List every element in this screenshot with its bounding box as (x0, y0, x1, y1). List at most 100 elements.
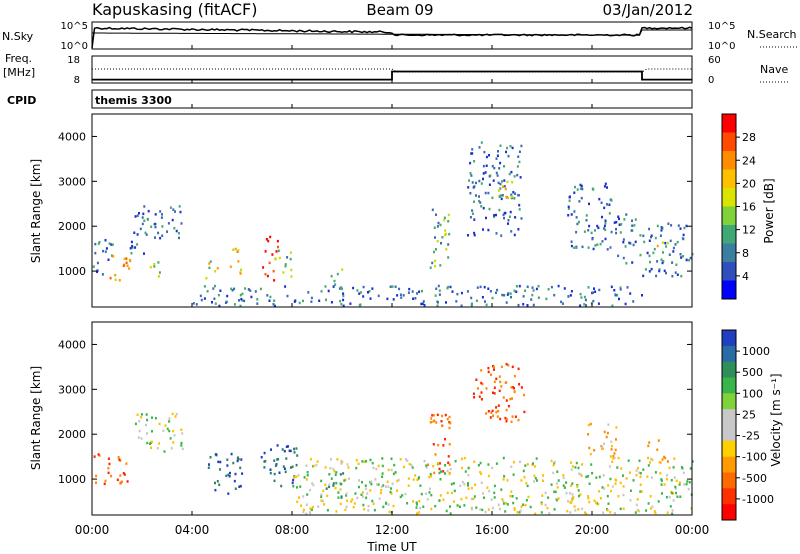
velocity-cell (364, 484, 367, 487)
power-cell (590, 231, 593, 235)
power-cell (480, 141, 483, 144)
power-cell (470, 174, 473, 177)
velocity-cell (614, 482, 617, 485)
power-cell (509, 210, 512, 214)
power-cell (133, 231, 136, 234)
velocity-cell (514, 415, 517, 418)
colorbar-tick-label: -25 (742, 430, 760, 443)
power-cell (468, 179, 471, 182)
power-cell (208, 262, 211, 265)
velocity-cell (444, 437, 446, 441)
velocity-cell (615, 426, 618, 429)
power-cell (488, 207, 491, 211)
velocity-cell (339, 502, 342, 506)
velocity-cell (588, 482, 591, 485)
power-cell (471, 181, 474, 184)
velocity-cell (438, 462, 441, 465)
velocity-cell (121, 480, 123, 483)
power-cell (478, 195, 480, 198)
power-cell (368, 290, 371, 293)
power-cell (506, 146, 509, 150)
power-cell (649, 260, 651, 264)
power-cell (218, 304, 221, 308)
power-cell (516, 165, 519, 168)
velocity-cell (523, 393, 526, 397)
power-cell (122, 264, 125, 267)
velocity-cell (151, 416, 153, 419)
power-cell (579, 187, 582, 190)
colorbar-tick-label: 28 (742, 131, 756, 144)
velocity-cell (437, 443, 440, 447)
power-cell (104, 239, 107, 242)
velocity-cell (481, 508, 484, 512)
power-cell (513, 197, 516, 200)
velocity-cell (296, 454, 299, 457)
velocity-cell (125, 462, 128, 465)
velocity-cell (285, 457, 288, 460)
velocity-cell (276, 444, 279, 447)
power-cell (510, 295, 512, 299)
velocity-cell (518, 383, 521, 386)
power-cell (531, 293, 534, 297)
velocity-cell (95, 481, 97, 484)
velocity-cell (506, 479, 509, 482)
power-cell (435, 248, 437, 251)
power-cell (212, 287, 215, 290)
velocity-cell (149, 442, 151, 445)
power-cell (660, 229, 663, 232)
power-cell (604, 222, 607, 225)
cpid-value: themis 3300 (95, 94, 172, 107)
velocity-cell (486, 486, 489, 489)
power-cell (298, 301, 301, 305)
velocity-cell (283, 449, 286, 453)
power-cell (98, 240, 101, 244)
power-cell (208, 266, 211, 270)
power-cell (483, 150, 486, 154)
power-cell (131, 245, 134, 248)
power-cell (475, 181, 477, 185)
power-cell (266, 294, 269, 297)
power-cell (241, 292, 244, 296)
velocity-cell (554, 490, 557, 494)
velocity-cell (490, 373, 492, 376)
power-cell (273, 299, 276, 302)
power-cell (269, 295, 272, 299)
power-cell (256, 302, 259, 305)
velocity-cell (609, 477, 612, 481)
power-cell (667, 222, 670, 225)
power-cell (470, 304, 473, 307)
velocity-cell (296, 500, 299, 504)
velocity-cell (597, 502, 600, 506)
velocity-cell (484, 510, 487, 514)
velocity-cell (505, 420, 508, 423)
velocity-cell (542, 474, 545, 477)
power-cell (653, 247, 656, 251)
velocity-cell (680, 466, 683, 469)
power-cell (517, 155, 520, 158)
velocity-cell (608, 465, 611, 468)
power-cell (604, 219, 607, 222)
velocity-cell (352, 506, 355, 509)
velocity-cell (668, 466, 671, 470)
power-cell (679, 253, 682, 256)
power-cell (473, 231, 476, 235)
power-cell (613, 289, 616, 292)
velocity-cell (496, 415, 499, 418)
power-cell (123, 257, 126, 260)
velocity-cell (419, 506, 422, 510)
velocity-cell (562, 484, 565, 487)
velocity-cell (447, 461, 450, 464)
power-cell (480, 205, 483, 208)
velocity-cell (480, 381, 483, 385)
power-cell (377, 294, 380, 298)
velocity-cell (477, 387, 479, 390)
velocity-cell (492, 414, 494, 417)
velocity-cell (170, 447, 173, 450)
power-cell (634, 240, 637, 244)
power-cell (447, 220, 450, 223)
power-cell (485, 216, 487, 220)
power-cell (147, 209, 150, 213)
power-cell (575, 216, 578, 219)
power-cell (391, 285, 394, 288)
velocity-cell (227, 473, 230, 476)
